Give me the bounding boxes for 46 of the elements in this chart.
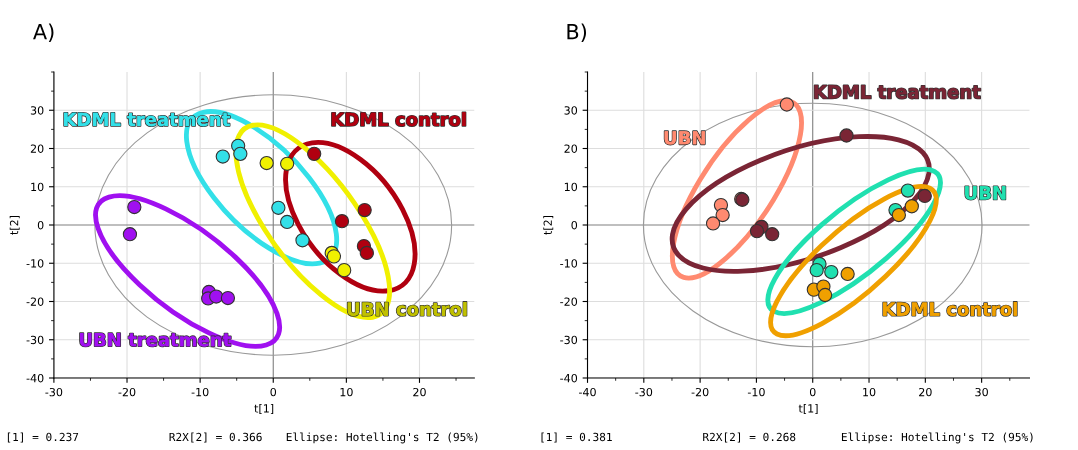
- y-tick-label: 30: [30, 106, 44, 115]
- x-tick-label: 10: [340, 387, 353, 397]
- y-axis-title: t[2]: [9, 215, 20, 235]
- y-tick-label: -40: [26, 373, 44, 383]
- y-tick-label: 10: [31, 182, 44, 192]
- x-tick-label: 20: [413, 387, 426, 397]
- x-tick-label: 10: [863, 387, 876, 397]
- chart-title: B): [567, 23, 587, 42]
- text: Ellipse: Hotelling's T2 (95%): [286, 432, 478, 444]
- y-tick-label: 10: [564, 182, 578, 192]
- series-label: KDML control: [331, 112, 466, 127]
- x-tick-label: 0: [809, 387, 816, 397]
- y-tick-label: 0: [571, 220, 578, 230]
- x-tick-label: -10: [191, 387, 209, 397]
- x-tick-label: -20: [118, 387, 136, 397]
- y-tick-label: 0: [37, 220, 44, 230]
- y-tick-label: -10: [26, 259, 44, 268]
- y-tick-label: -30: [26, 335, 44, 345]
- y-tick-label: 20: [564, 144, 578, 153]
- y-tick-label: 20: [30, 144, 44, 153]
- x-tick-label: -10: [747, 387, 765, 397]
- text: [1] = 0.381: [541, 432, 612, 443]
- y-tick-label: -20: [26, 297, 44, 306]
- y-tick-label: -10: [560, 259, 578, 268]
- text: KDML treatment: [814, 85, 981, 99]
- y-tick-label: -40: [560, 373, 578, 383]
- y-tick-label: -20: [560, 297, 578, 306]
- y-axis-title: t[2]: [543, 215, 554, 235]
- y-tick-label: -30: [560, 335, 578, 345]
- x-tick-label: -30: [45, 387, 63, 397]
- x-tick-label: 30: [975, 387, 988, 397]
- x-tick-label: -30: [635, 387, 653, 397]
- x-tick-label: 0: [270, 387, 277, 397]
- text: R2X[2] = 0.366: [169, 432, 262, 443]
- y-tick-label: 30: [564, 106, 578, 115]
- text: KDML control: [883, 301, 1017, 316]
- x-axis-title: t[1]: [798, 404, 818, 414]
- x-axis-title: t[1]: [254, 404, 274, 414]
- chart-title: A): [33, 23, 54, 42]
- x-tick-label: -40: [578, 387, 596, 397]
- x-tick-label: -20: [691, 387, 709, 397]
- text: Ellipse: Hotelling's T2 (95%): [841, 432, 1033, 444]
- text: R2X[2] = 0.268: [703, 432, 796, 443]
- text: UBN: [965, 186, 1006, 200]
- text: [1] = 0.237: [7, 432, 79, 443]
- x-tick-label: 20: [919, 387, 932, 397]
